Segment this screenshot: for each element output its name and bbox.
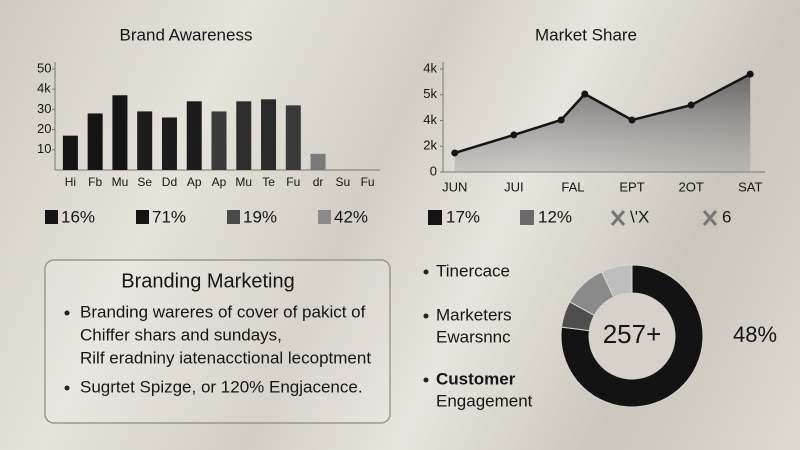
bar — [112, 95, 128, 170]
bar — [137, 111, 153, 170]
point — [581, 90, 589, 98]
point — [451, 149, 459, 157]
panel-text: Sugrtet Spizge, or 120% Engjacence. — [80, 377, 363, 396]
list-text: Engagement — [436, 391, 533, 410]
y-tick-label: 4k — [37, 81, 51, 96]
legend-label: \'X — [630, 207, 649, 226]
x-tick-label: JUN — [442, 179, 467, 194]
point — [510, 131, 518, 139]
legend-label: 42% — [334, 207, 368, 226]
x-tick-label: EPT — [619, 179, 644, 194]
bar — [87, 113, 103, 170]
legend-label: 6 — [722, 207, 731, 226]
y-tick-label: 4k — [423, 112, 437, 127]
panel-text: Chiffer shars and sundays, — [80, 325, 282, 344]
x-tick-label: Te — [262, 175, 275, 189]
panel-title: Branding Marketing — [121, 270, 294, 292]
bullet — [423, 377, 429, 383]
x-tick-label: dr — [313, 175, 324, 189]
bar — [161, 117, 177, 170]
legend-swatch — [136, 210, 149, 224]
donut-center-label: 257+ — [603, 319, 662, 349]
legend-swatch — [227, 210, 240, 224]
y-tick-label: 50 — [37, 60, 51, 75]
x-tick-label: Ap — [212, 175, 227, 189]
x-tick-label: Fb — [88, 175, 102, 189]
chart-title: Market Share — [535, 25, 637, 44]
point — [746, 70, 754, 78]
x-tick-label: Su — [336, 175, 351, 189]
y-tick-label: 2k — [423, 138, 437, 153]
x-tick-label: Fu — [286, 175, 300, 189]
list-text: Tinercace — [436, 261, 510, 280]
y-tick-label: 5k — [423, 86, 437, 101]
legend-swatch — [520, 210, 534, 225]
legend-label: 71% — [152, 207, 186, 226]
x-tick-label: 2OT — [678, 179, 703, 194]
bar — [310, 153, 326, 170]
panel-text: Rilf eradniny iatenacctional lecoptment — [80, 348, 371, 367]
x-tick-label: Dd — [162, 175, 177, 189]
legend-label: 19% — [243, 207, 277, 226]
bullet — [423, 313, 429, 319]
x-tick-label: FAL — [561, 179, 584, 194]
area — [454, 74, 751, 172]
list-text: Marketers — [436, 305, 512, 324]
bar — [236, 101, 252, 170]
bullet — [423, 269, 429, 275]
bar — [62, 135, 78, 170]
donut-hole — [589, 293, 675, 379]
bar — [186, 101, 202, 170]
x-tick-label: SAT — [738, 179, 762, 194]
legend-swatch — [318, 210, 331, 224]
bullet — [64, 310, 70, 316]
legend-label: 16% — [61, 207, 95, 226]
x-tick-label: JUI — [504, 179, 524, 194]
legend-label: 17% — [446, 207, 480, 226]
point — [628, 116, 636, 124]
donut-side-label: 48% — [733, 322, 777, 347]
y-tick-label: 20 — [37, 121, 51, 136]
point — [557, 116, 565, 124]
y-tick-label: 4k — [423, 60, 437, 75]
x-tick-label: Mu — [235, 175, 252, 189]
x-tick-label: Mu — [112, 175, 129, 189]
y-tick-label: 0 — [430, 163, 437, 178]
legend-marker — [610, 210, 626, 226]
panel-text: Branding wareres of cover of pakict of — [80, 302, 366, 321]
list-text: Ewarsnnc — [436, 327, 511, 346]
legend-label: 12% — [538, 207, 572, 226]
bar — [211, 111, 227, 170]
legend-swatch — [428, 210, 442, 225]
x-tick-label: Hi — [65, 175, 76, 189]
bullet — [64, 385, 70, 391]
list-text: Customer — [436, 369, 516, 388]
point — [687, 101, 695, 109]
bar — [261, 99, 277, 170]
x-tick-label: Fu — [361, 175, 375, 189]
x-tick-label: Se — [137, 175, 152, 189]
panel-box — [44, 259, 391, 424]
bar — [285, 105, 301, 170]
x-tick-label: Ap — [187, 175, 202, 189]
y-tick-label: 10 — [37, 141, 51, 156]
legend-swatch — [45, 210, 58, 224]
chart-title: Brand Awareness — [120, 25, 253, 44]
y-tick-label: 30 — [37, 101, 51, 116]
legend-marker — [702, 210, 718, 226]
